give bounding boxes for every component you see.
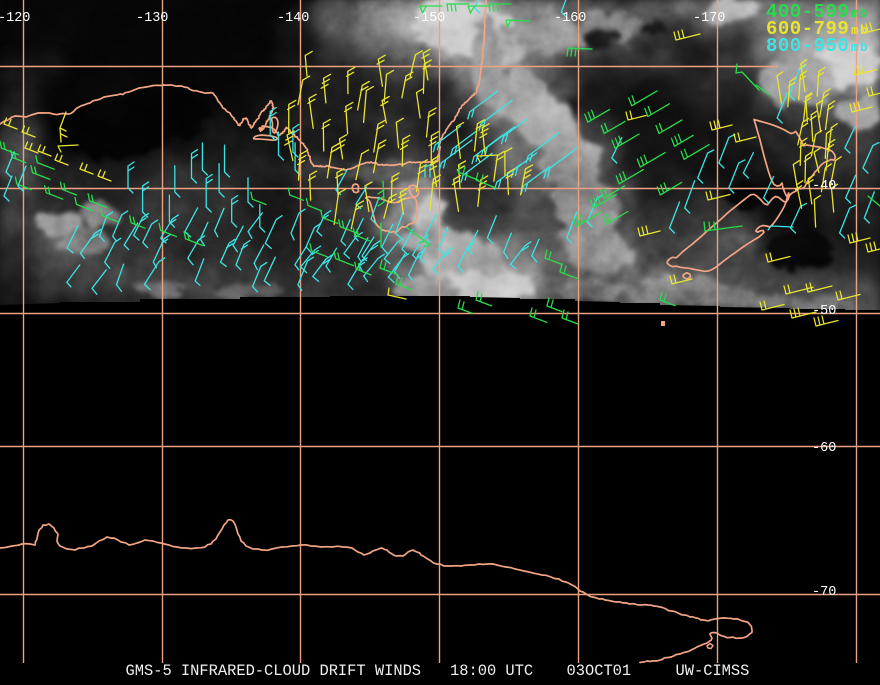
- svg-text:-120: -120: [0, 11, 30, 26]
- svg-text:-160: -160: [554, 11, 586, 26]
- svg-text:-50: -50: [812, 304, 836, 319]
- svg-text:-140: -140: [277, 11, 309, 26]
- svg-text:400-599: 400-599: [766, 1, 849, 23]
- svg-text:600-799: 600-799: [766, 18, 849, 40]
- svg-text:mb: mb: [851, 24, 869, 38]
- svg-text:mb: mb: [851, 41, 869, 55]
- svg-text:-170: -170: [693, 11, 725, 26]
- svg-text:GMS-5 INFRARED-CLOUD DRIFT WIN: GMS-5 INFRARED-CLOUD DRIFT WINDS: [126, 662, 422, 680]
- svg-text:-150: -150: [413, 11, 445, 26]
- svg-text:-70: -70: [812, 585, 836, 600]
- svg-text:mb: mb: [851, 7, 869, 21]
- svg-text:03OCT01: 03OCT01: [567, 662, 632, 680]
- svg-text:18:00 UTC: 18:00 UTC: [450, 662, 533, 680]
- svg-text:UW-CIMSS: UW-CIMSS: [676, 662, 750, 680]
- svg-text:-40: -40: [812, 179, 836, 194]
- svg-text:800-950: 800-950: [766, 35, 849, 57]
- svg-text:-130: -130: [136, 11, 168, 26]
- svg-text:-60: -60: [812, 441, 836, 456]
